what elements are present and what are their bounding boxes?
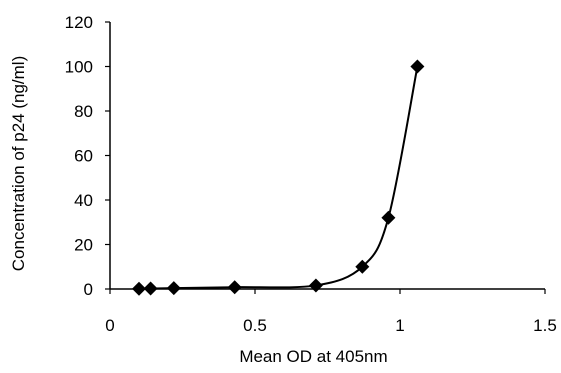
y-tick-label: 120: [65, 13, 93, 32]
y-tick-label: 20: [74, 236, 93, 255]
fit-curve: [138, 66, 419, 290]
data-point: [143, 281, 158, 296]
y-tick-label: 40: [74, 191, 93, 210]
data-markers: [132, 59, 425, 296]
y-tick-label: 60: [74, 147, 93, 166]
y-tick-label: 100: [65, 58, 93, 77]
y-tick-label: 0: [84, 280, 93, 299]
x-tick-label: 1: [395, 316, 404, 335]
axes: [109, 22, 545, 290]
x-axis-title: Mean OD at 405nm: [239, 347, 387, 366]
data-point: [308, 278, 323, 293]
x-tick-label: 0.5: [243, 316, 267, 335]
x-tick-label: 0: [105, 316, 114, 335]
data-point: [355, 259, 370, 274]
tick-labels: 0 0.5 1 1.5 0 20 40 60 80 100 120: [65, 13, 557, 335]
y-tick-label: 80: [74, 102, 93, 121]
ticks: [105, 21, 546, 294]
data-point: [381, 210, 396, 225]
data-point: [410, 59, 425, 74]
data-point: [227, 280, 242, 295]
x-tick-label: 1.5: [533, 316, 557, 335]
data-point: [166, 281, 181, 296]
data-point: [132, 281, 146, 296]
y-axis-title: Concentration of p24 (ng/ml): [9, 56, 28, 271]
